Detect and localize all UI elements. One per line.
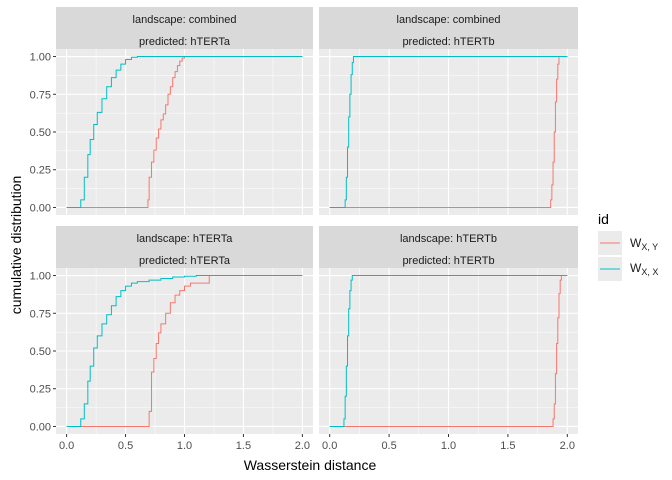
panel-3-strip xyxy=(56,226,313,268)
y-tick-label: 0.00 xyxy=(30,202,51,214)
panel-1-strip-label-2: predicted: hTERTa xyxy=(139,36,231,48)
x-tick-label: 2.0 xyxy=(295,440,310,452)
panel-2-strip xyxy=(319,7,578,49)
legend-label-1-main: W xyxy=(630,236,642,250)
y-tick-label: 0.25 xyxy=(30,384,51,396)
x-tick-label: 1.0 xyxy=(177,440,192,452)
legend-title: id xyxy=(598,211,609,227)
panel-4-series-1-step-line xyxy=(329,275,568,427)
panel-3-strip-label-1: landscape: hTERTa xyxy=(137,233,234,245)
x-tick-label: 0.0 xyxy=(59,440,74,452)
legend: id WX, Y WX, X xyxy=(598,211,658,281)
panel-1-series-2-step-line xyxy=(66,56,303,208)
panel-1-strip-label-1: landscape: combined xyxy=(133,14,237,26)
panel-3-series-1-step-line xyxy=(66,275,303,427)
panel-2-strip-label-2: predicted: hTERTb xyxy=(402,36,494,48)
panel-3-strip-label-2: predicted: hTERTa xyxy=(139,255,231,267)
y-tick-label: 0.25 xyxy=(30,165,51,177)
legend-label-1: WX, Y xyxy=(630,236,658,252)
y-axis-title: cumulative distribution xyxy=(8,176,24,315)
panel-4-strip-label-1: landscape: hTERTb xyxy=(400,233,497,245)
legend-label-2-sub: X, X xyxy=(641,267,658,277)
panel-1-series-1-step-line xyxy=(66,56,303,208)
x-tick-label: 0.0 xyxy=(322,440,337,452)
y-tick-label: 0.75 xyxy=(30,308,51,320)
legend-label-1-sub: X, Y xyxy=(641,242,658,252)
x-tick-label: 1.5 xyxy=(236,440,251,452)
panel-4-strip xyxy=(319,226,578,268)
panel-2-series-1-step-line xyxy=(329,56,568,208)
y-tick-label: 0.50 xyxy=(30,127,51,139)
panel-1-strip xyxy=(56,7,313,49)
x-axis-title: Wasserstein distance xyxy=(244,457,377,473)
y-tick-label: 1.00 xyxy=(30,271,51,283)
x-tick-label: 0.5 xyxy=(381,440,396,452)
panel-3: landscape: hTERTa predicted: hTERTa xyxy=(56,226,313,434)
legend-label-2: WX, X xyxy=(630,261,658,277)
panel-2: landscape: combined predicted: hTERTb xyxy=(319,7,578,215)
y-tick-label: 0.00 xyxy=(30,421,51,433)
panel-4: landscape: hTERTb predicted: hTERTb xyxy=(319,226,578,434)
y-tick-label: 0.50 xyxy=(30,346,51,358)
panel-1: landscape: combined predicted: hTERTa xyxy=(56,7,313,215)
x-tick-label: 2.0 xyxy=(560,440,575,452)
axes-layer: 0.000.250.500.751.000.000.250.500.751.00… xyxy=(30,52,575,452)
panel-4-series-2-step-line xyxy=(329,275,568,427)
y-tick-label: 1.00 xyxy=(30,52,51,64)
x-tick-label: 0.5 xyxy=(118,440,133,452)
legend-label-2-main: W xyxy=(630,261,642,275)
panel-4-strip-label-2: predicted: hTERTb xyxy=(402,255,494,267)
panel-2-strip-label-1: landscape: combined xyxy=(397,14,501,26)
x-tick-label: 1.5 xyxy=(500,440,515,452)
x-tick-label: 1.0 xyxy=(441,440,456,452)
y-tick-label: 0.75 xyxy=(30,89,51,101)
panel-3-series-2-step-line xyxy=(66,275,303,427)
panel-2-series-2-step-line xyxy=(329,56,568,208)
